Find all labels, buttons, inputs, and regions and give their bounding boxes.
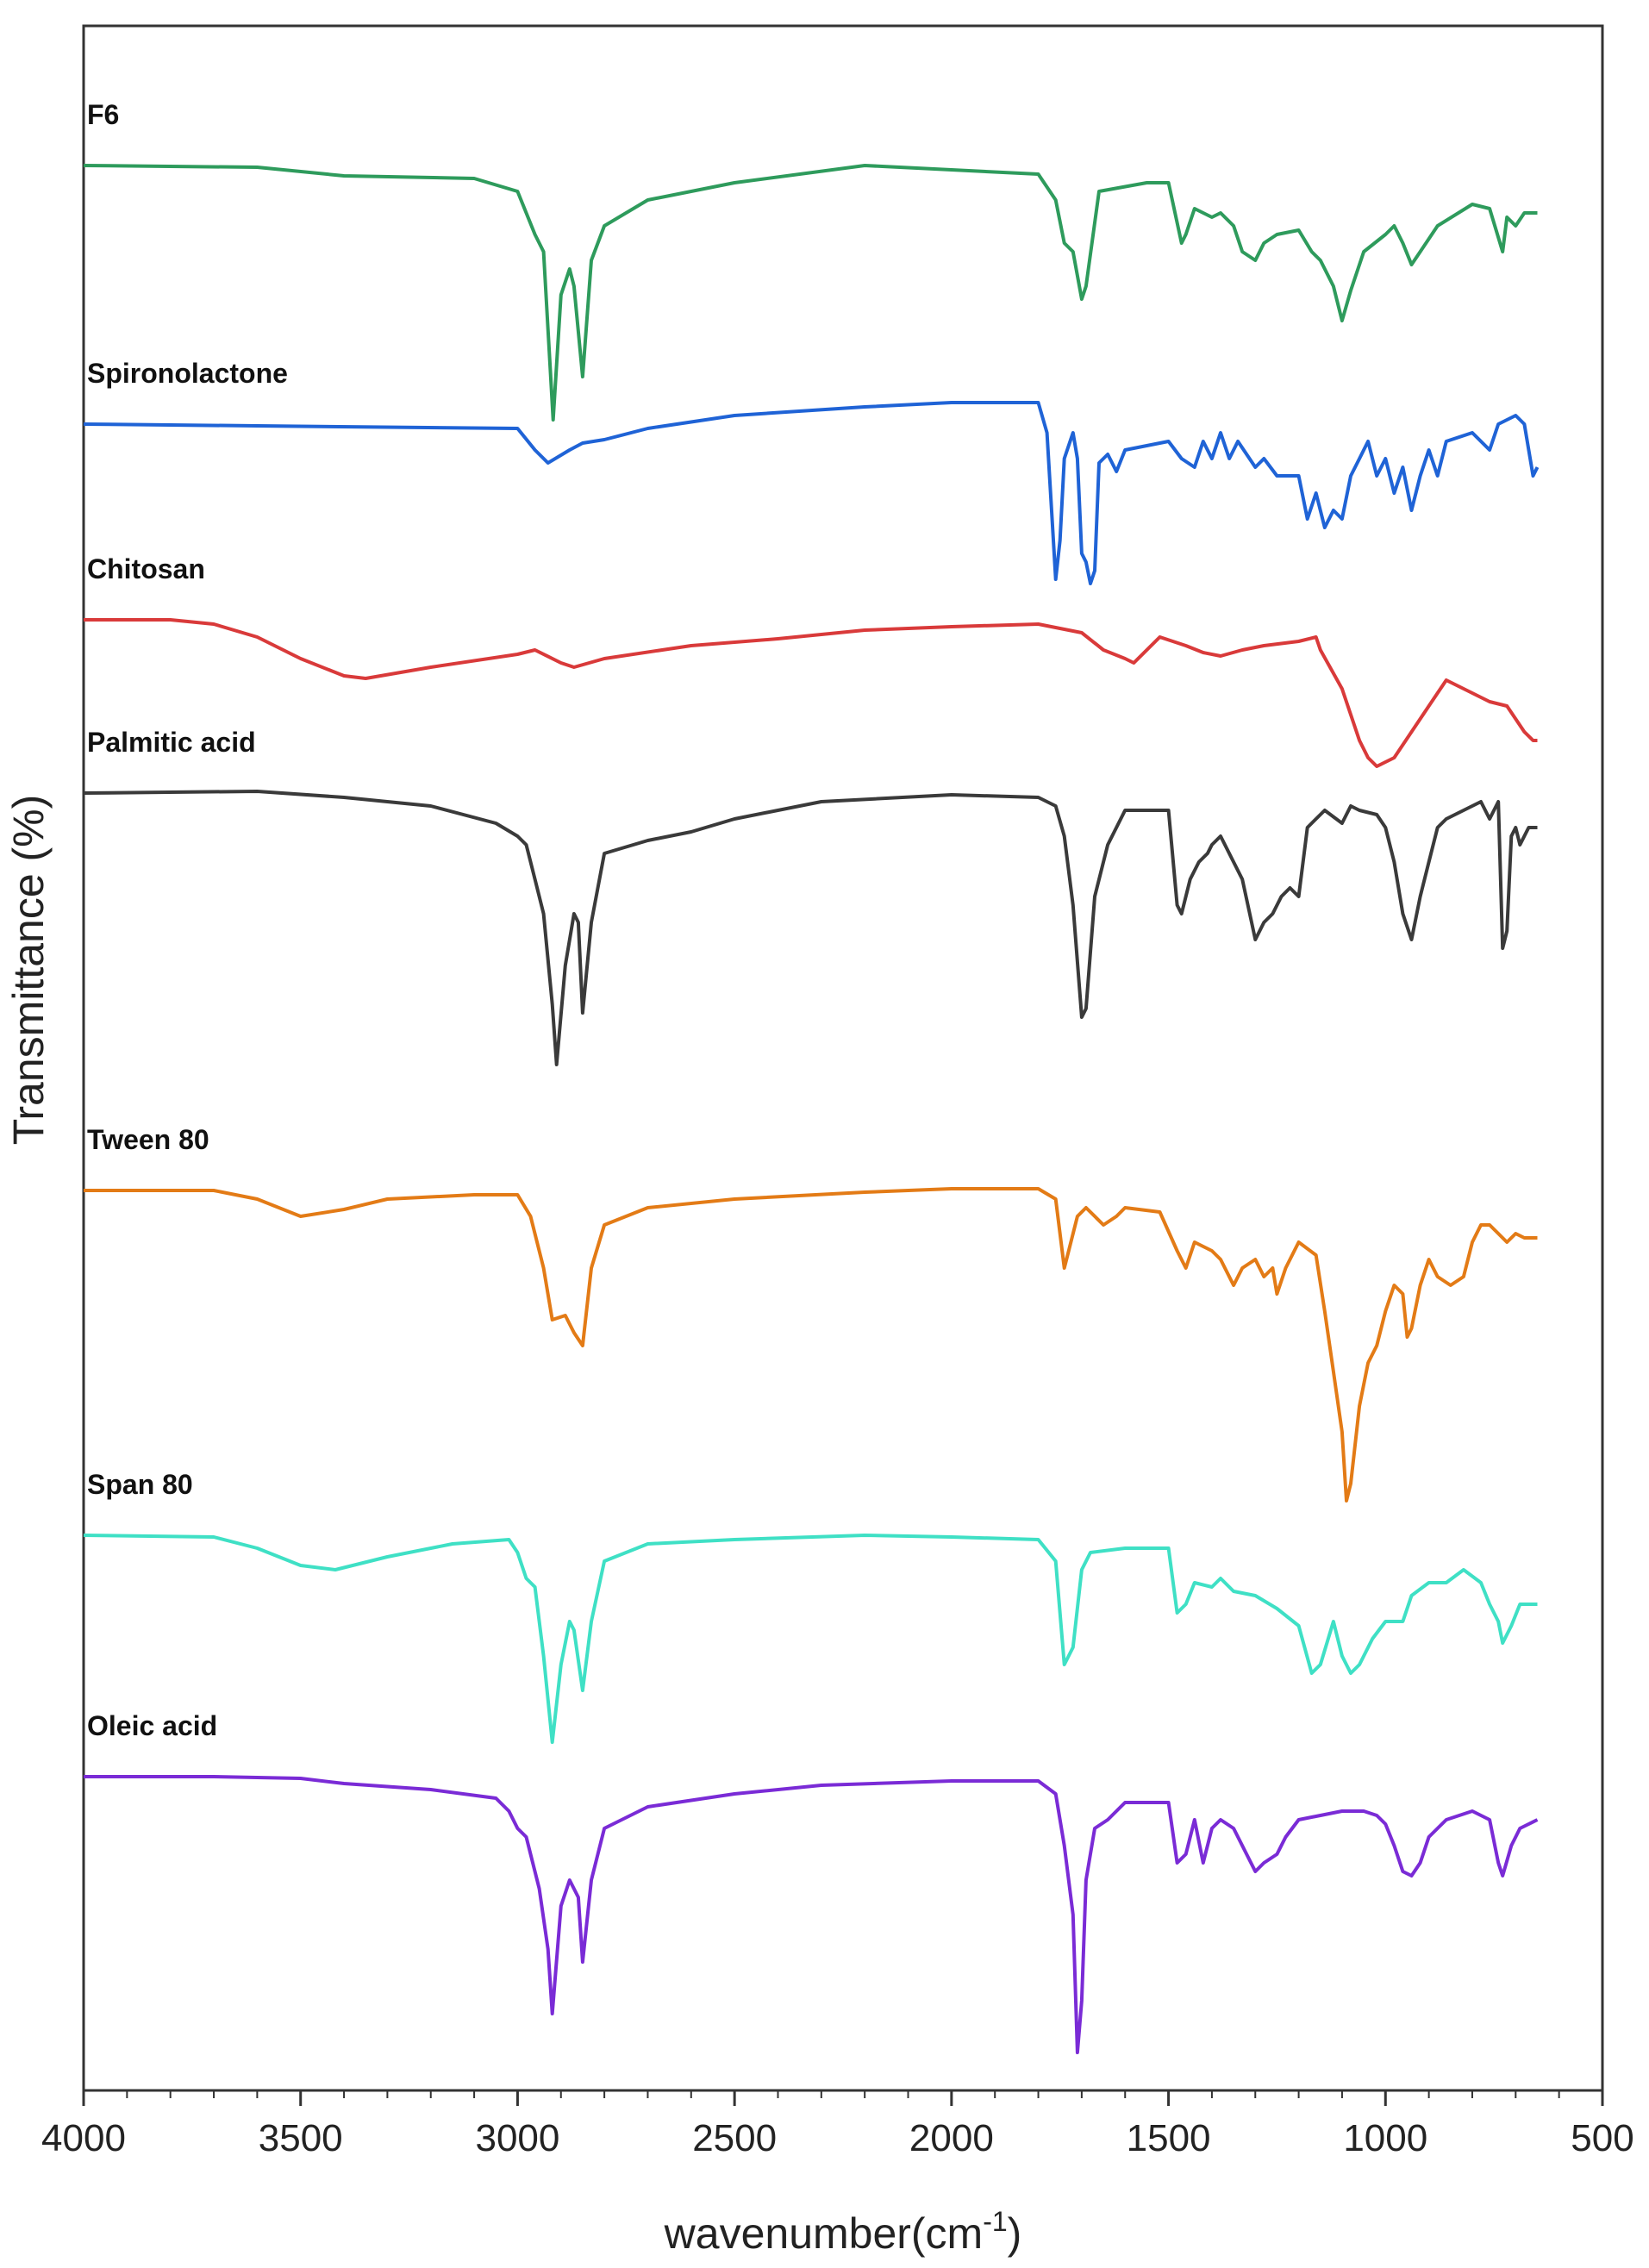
plot-frame	[82, 24, 1604, 2092]
spectrum-line-f6	[83, 164, 1538, 422]
spectrum-line-spironolactone	[83, 401, 1540, 585]
x-axis-ticks: 4000 3500 3000 2500 2000 1500 1000 500	[41, 2090, 1634, 2159]
x-tick-label-1000: 1000	[1343, 2117, 1427, 2159]
x-axis-title-end: )	[1008, 2209, 1022, 2258]
series-label-palmitic-acid: Palmitic acid	[87, 727, 256, 758]
x-axis-title-superscript: -1	[983, 2206, 1007, 2237]
x-tick-label-2500: 2500	[692, 2117, 777, 2159]
x-tick-label-3500: 3500	[259, 2117, 343, 2159]
x-tick-label-500: 500	[1571, 2117, 1633, 2159]
series-label-oleic-acid: Oleic acid	[87, 1710, 217, 1741]
x-tick-label-3000: 3000	[475, 2117, 559, 2159]
spectrum-line-tween-80	[84, 1187, 1538, 1503]
spectrum-line-span-80	[83, 1534, 1538, 1744]
series-label-spironolactone: Spironolactone	[87, 358, 288, 389]
x-axis-minor-ticks	[126, 2090, 1560, 2098]
series-label-span-80: Span 80	[87, 1469, 193, 1500]
x-axis-title-main: wavenumber(cm	[664, 2209, 984, 2258]
spectrum-line-palmitic-acid	[83, 790, 1538, 1066]
x-tick-label-4000: 4000	[41, 2117, 126, 2159]
series-label-f6: F6	[87, 99, 119, 130]
x-axis-title: wavenumber(cm-1)	[664, 2206, 1022, 2258]
spectrum-line-chitosan	[84, 618, 1538, 768]
spectrum-line-oleic-acid	[84, 1775, 1539, 2054]
x-tick-label-2000: 2000	[909, 2117, 994, 2159]
y-axis-title: Transmittance (%)	[4, 795, 53, 1146]
spectra-group	[83, 164, 1540, 2054]
series-labels: F6 Spironolactone Chitosan Palmitic acid Twe…	[87, 99, 288, 1741]
x-tick-label-1500: 1500	[1127, 2117, 1211, 2159]
series-label-tween-80: Tween 80	[87, 1124, 209, 1155]
series-label-chitosan: Chitosan	[87, 553, 205, 584]
